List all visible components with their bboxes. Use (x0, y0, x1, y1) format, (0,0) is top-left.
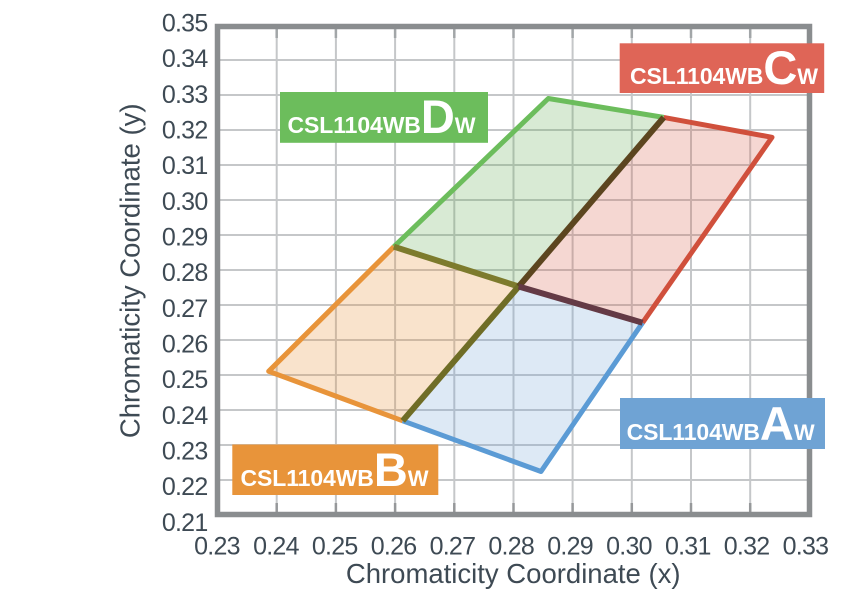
svg-text:CSL1104WBCW: CSL1104WBCW (630, 41, 818, 94)
svg-text:0.31: 0.31 (665, 533, 711, 561)
svg-text:0.26: 0.26 (371, 533, 417, 561)
svg-text:0.29: 0.29 (547, 533, 593, 561)
svg-text:0.22: 0.22 (162, 473, 208, 501)
svg-text:Chromaticity Coordinate (x): Chromaticity Coordinate (x) (346, 558, 681, 589)
svg-text:Chromaticity Coordinate (y): Chromaticity Coordinate (y) (115, 103, 146, 438)
svg-text:0.24: 0.24 (253, 533, 300, 561)
svg-text:0.23: 0.23 (194, 533, 240, 561)
svg-text:0.27: 0.27 (162, 295, 208, 323)
svg-text:0.28: 0.28 (488, 533, 534, 561)
svg-text:0.30: 0.30 (162, 188, 208, 216)
svg-text:0.31: 0.31 (162, 152, 208, 180)
svg-text:0.25: 0.25 (162, 366, 208, 394)
svg-text:0.24: 0.24 (162, 402, 209, 430)
svg-text:CSL1104WBDW: CSL1104WBDW (288, 90, 476, 143)
svg-text:0.33: 0.33 (162, 81, 208, 109)
svg-text:0.25: 0.25 (312, 533, 358, 561)
svg-text:0.30: 0.30 (606, 533, 652, 561)
svg-text:0.23: 0.23 (162, 438, 208, 466)
svg-text:0.29: 0.29 (162, 224, 208, 252)
svg-text:0.26: 0.26 (162, 331, 208, 359)
svg-text:0.32: 0.32 (724, 533, 770, 561)
svg-text:CSL1104WBBW: CSL1104WBBW (241, 443, 429, 496)
svg-text:0.33: 0.33 (783, 533, 829, 561)
svg-text:CSL1104WBAW: CSL1104WBAW (627, 397, 815, 450)
svg-text:0.27: 0.27 (430, 533, 476, 561)
svg-text:0.28: 0.28 (162, 259, 208, 287)
svg-text:0.34: 0.34 (162, 45, 209, 73)
svg-text:0.21: 0.21 (162, 509, 208, 537)
svg-text:0.35: 0.35 (162, 9, 208, 37)
svg-text:0.32: 0.32 (162, 116, 208, 144)
